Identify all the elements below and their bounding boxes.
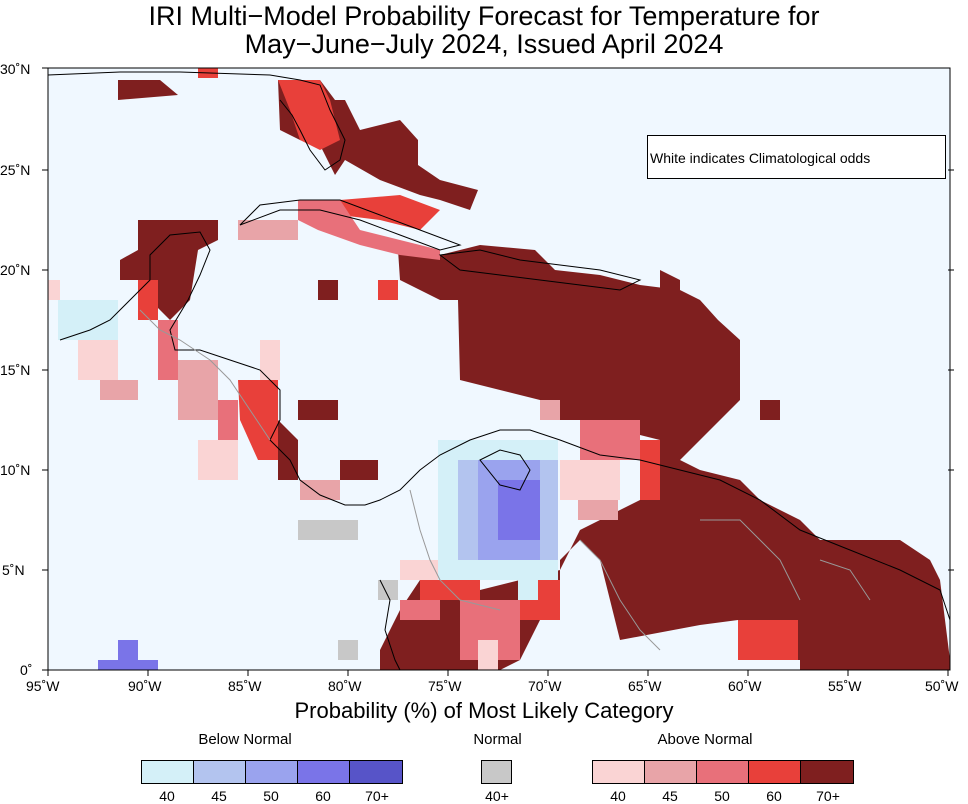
x-tick-label: 55˚W [828, 678, 862, 694]
legend-below-normal-label: Below Normal [198, 731, 292, 748]
legend-normal-label: Normal [473, 731, 522, 748]
y-tick-label: 25˚N [0, 162, 31, 178]
y-tick-label: 30˚N [0, 61, 31, 77]
x-tick-label: 75˚W [428, 678, 462, 694]
legend-above-normal-label: Above Normal [657, 731, 753, 748]
legend-tick-label: 60 [766, 788, 782, 804]
below-normal-regions [58, 300, 558, 670]
x-tick-label: 95˚W [26, 678, 60, 694]
legend-swatch-below-70 [349, 760, 403, 784]
legend-swatch-above-50 [696, 760, 749, 784]
legend-tick-label: 45 [662, 788, 678, 804]
legend-tick-label: 70+ [816, 788, 840, 804]
y-tick-label: 0˚ [20, 662, 33, 678]
y-tick-label: 15˚N [0, 362, 31, 378]
legend-swatch-below-50 [245, 760, 298, 784]
legend-tick-label: 40 [159, 788, 175, 804]
x-tick-label: 70˚W [528, 678, 562, 694]
map-title-line-2: May−June−July 2024, Issued April 2024 [244, 29, 724, 59]
legend-tick-label: 60 [315, 788, 331, 804]
climatology-note: White indicates Climatological odds [647, 135, 946, 179]
x-tick-label: 50˚W [925, 678, 959, 694]
legend-swatch-below-40 [141, 760, 194, 784]
x-tick-label: 60˚W [728, 678, 762, 694]
y-tick-label: 5˚N [2, 562, 25, 578]
legend-tick-label: 50 [714, 788, 730, 804]
y-tick-label: 10˚N [0, 462, 31, 478]
legend-tick-label: 40 [610, 788, 626, 804]
above-40-regions [48, 280, 620, 670]
legend-swatch-above-45 [644, 760, 697, 784]
x-tick-label: 90˚W [128, 678, 162, 694]
x-tick-label: 80˚W [328, 678, 362, 694]
legend-title: Probability (%) of Most Likely Category [294, 698, 674, 723]
legend-swatch-below-60 [297, 760, 350, 784]
map-title-line-1: IRI Multi−Model Probability Forecast for… [148, 1, 820, 31]
legend-swatch-below-45 [193, 760, 246, 784]
x-tick-label: 65˚W [628, 678, 662, 694]
map-frame [47, 67, 951, 671]
above-70-regions [118, 80, 950, 670]
legend-tick-label: 50 [263, 788, 279, 804]
tick-marks [42, 67, 954, 676]
coastlines [47, 71, 951, 671]
legend-tick-label: 70+ [365, 788, 389, 804]
legend-swatch-normal [481, 760, 512, 784]
legend-swatch-above-60 [748, 760, 801, 784]
legend-tick-label: 45 [211, 788, 227, 804]
legend-tick-label: 40+ [485, 788, 509, 804]
legend-swatch-above-40 [592, 760, 645, 784]
country-borders [139, 309, 871, 651]
x-tick-label: 85˚W [228, 678, 262, 694]
legend-swatch-above-70 [800, 760, 854, 784]
y-tick-label: 20˚N [0, 262, 31, 278]
